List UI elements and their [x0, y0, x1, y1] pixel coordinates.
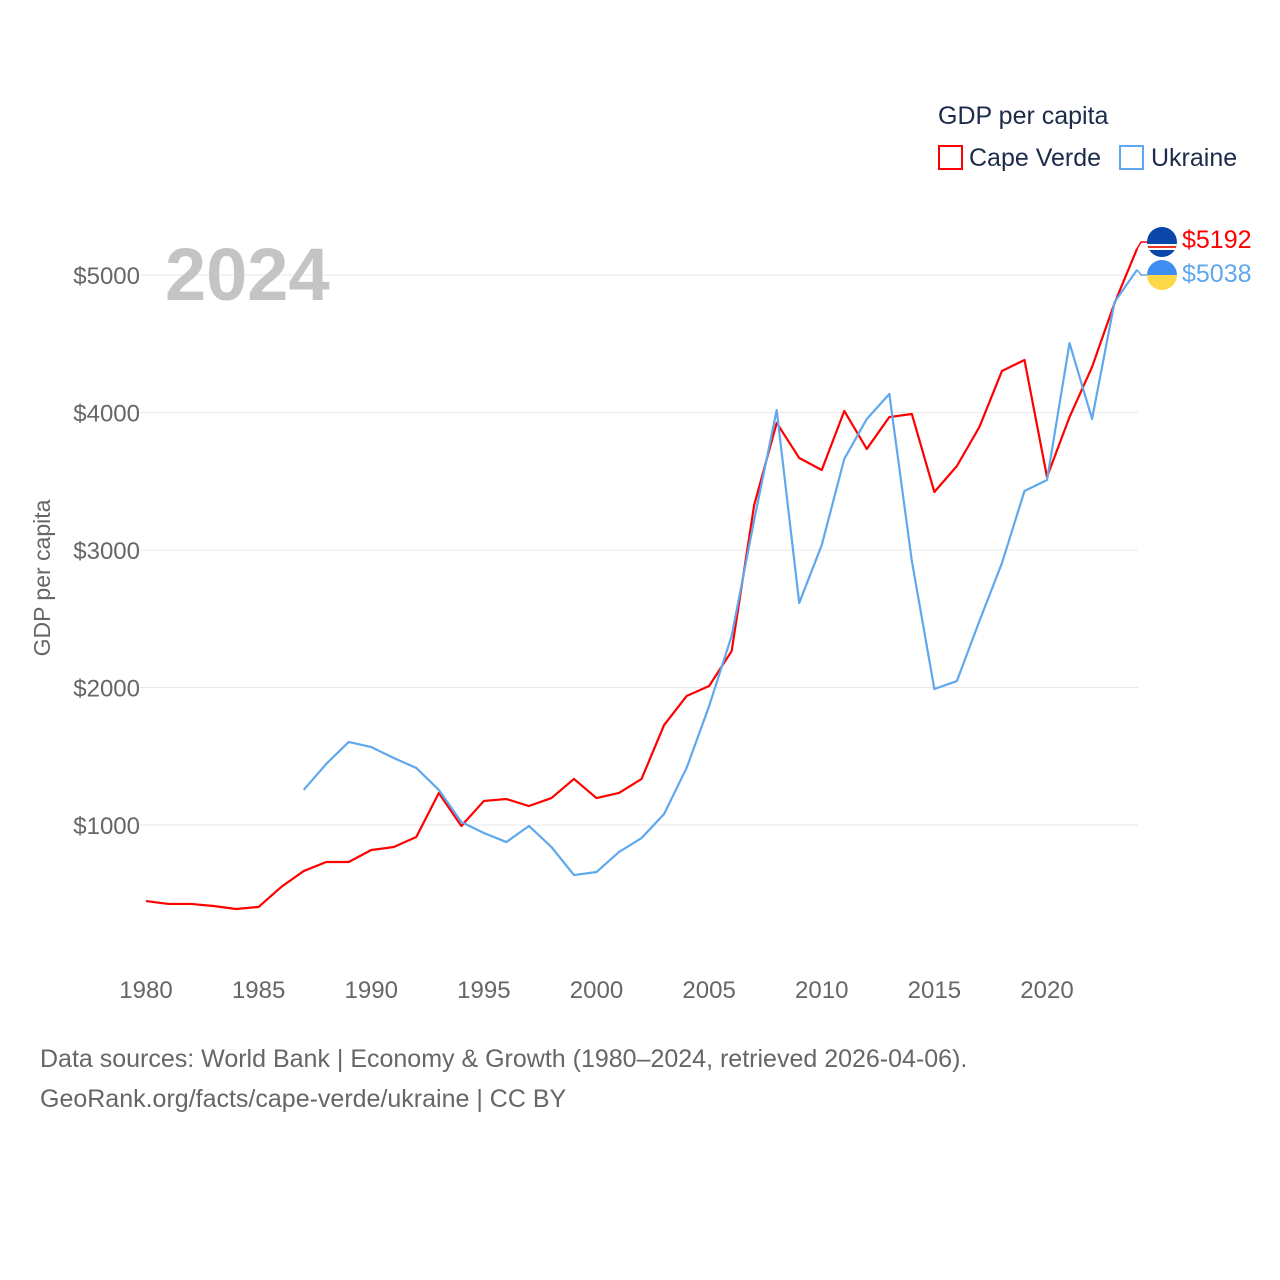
y-tick-label: $4000 — [73, 401, 140, 428]
legend-title: GDP per capita — [938, 102, 1109, 130]
y-axis-ticks: $1000 $2000 $3000 $4000 $5000 — [73, 263, 140, 840]
legend-label-ukraine: Ukraine — [1151, 144, 1237, 172]
legend-swatch-cape-verde — [938, 145, 963, 170]
x-tick-label: 2010 — [795, 977, 848, 1004]
x-tick-label: 1985 — [232, 977, 285, 1004]
footer-sources: Data sources: World Bank | Economy & Gro… — [40, 1045, 968, 1073]
cape-verde-flag-icon — [1147, 227, 1177, 257]
x-tick-label: 2005 — [682, 977, 735, 1004]
x-tick-label: 2015 — [908, 977, 961, 1004]
y-tick-label: $1000 — [73, 813, 140, 840]
y-axis-label: GDP per capita — [29, 499, 55, 656]
gridlines — [140, 274, 1138, 826]
x-tick-label: 2000 — [570, 977, 623, 1004]
series-line-ukraine — [302, 269, 1139, 877]
end-label-connector — [1136, 269, 1148, 276]
end-label-cape-verde: $5192 — [1182, 226, 1252, 254]
x-tick-label: 1980 — [119, 977, 172, 1004]
legend-swatch-ukraine — [1119, 145, 1144, 170]
footer-link[interactable]: GeoRank.org/facts/cape-verde/ukraine | C… — [40, 1085, 567, 1113]
year-watermark: 2024 — [165, 233, 330, 316]
ukraine-flag-icon — [1147, 260, 1177, 290]
series-line-cape-verde — [145, 248, 1139, 911]
y-tick-label: $5000 — [73, 263, 140, 290]
end-label-ukraine: $5038 — [1182, 260, 1252, 288]
x-axis-ticks: 1980 1985 1990 1995 2000 2005 2010 2015 2020 — [119, 977, 1073, 1004]
legend-label-cape-verde: Cape Verde — [969, 144, 1101, 172]
x-tick-label: 2020 — [1020, 977, 1073, 1004]
y-tick-label: $2000 — [73, 676, 140, 703]
x-tick-label: 1990 — [345, 977, 398, 1004]
legend: GDP per capita Cape Verde Ukraine — [938, 102, 1237, 172]
series-lines — [145, 241, 1148, 911]
end-label-connector — [1136, 241, 1148, 249]
y-tick-label: $3000 — [73, 538, 140, 565]
x-tick-label: 1995 — [457, 977, 510, 1004]
